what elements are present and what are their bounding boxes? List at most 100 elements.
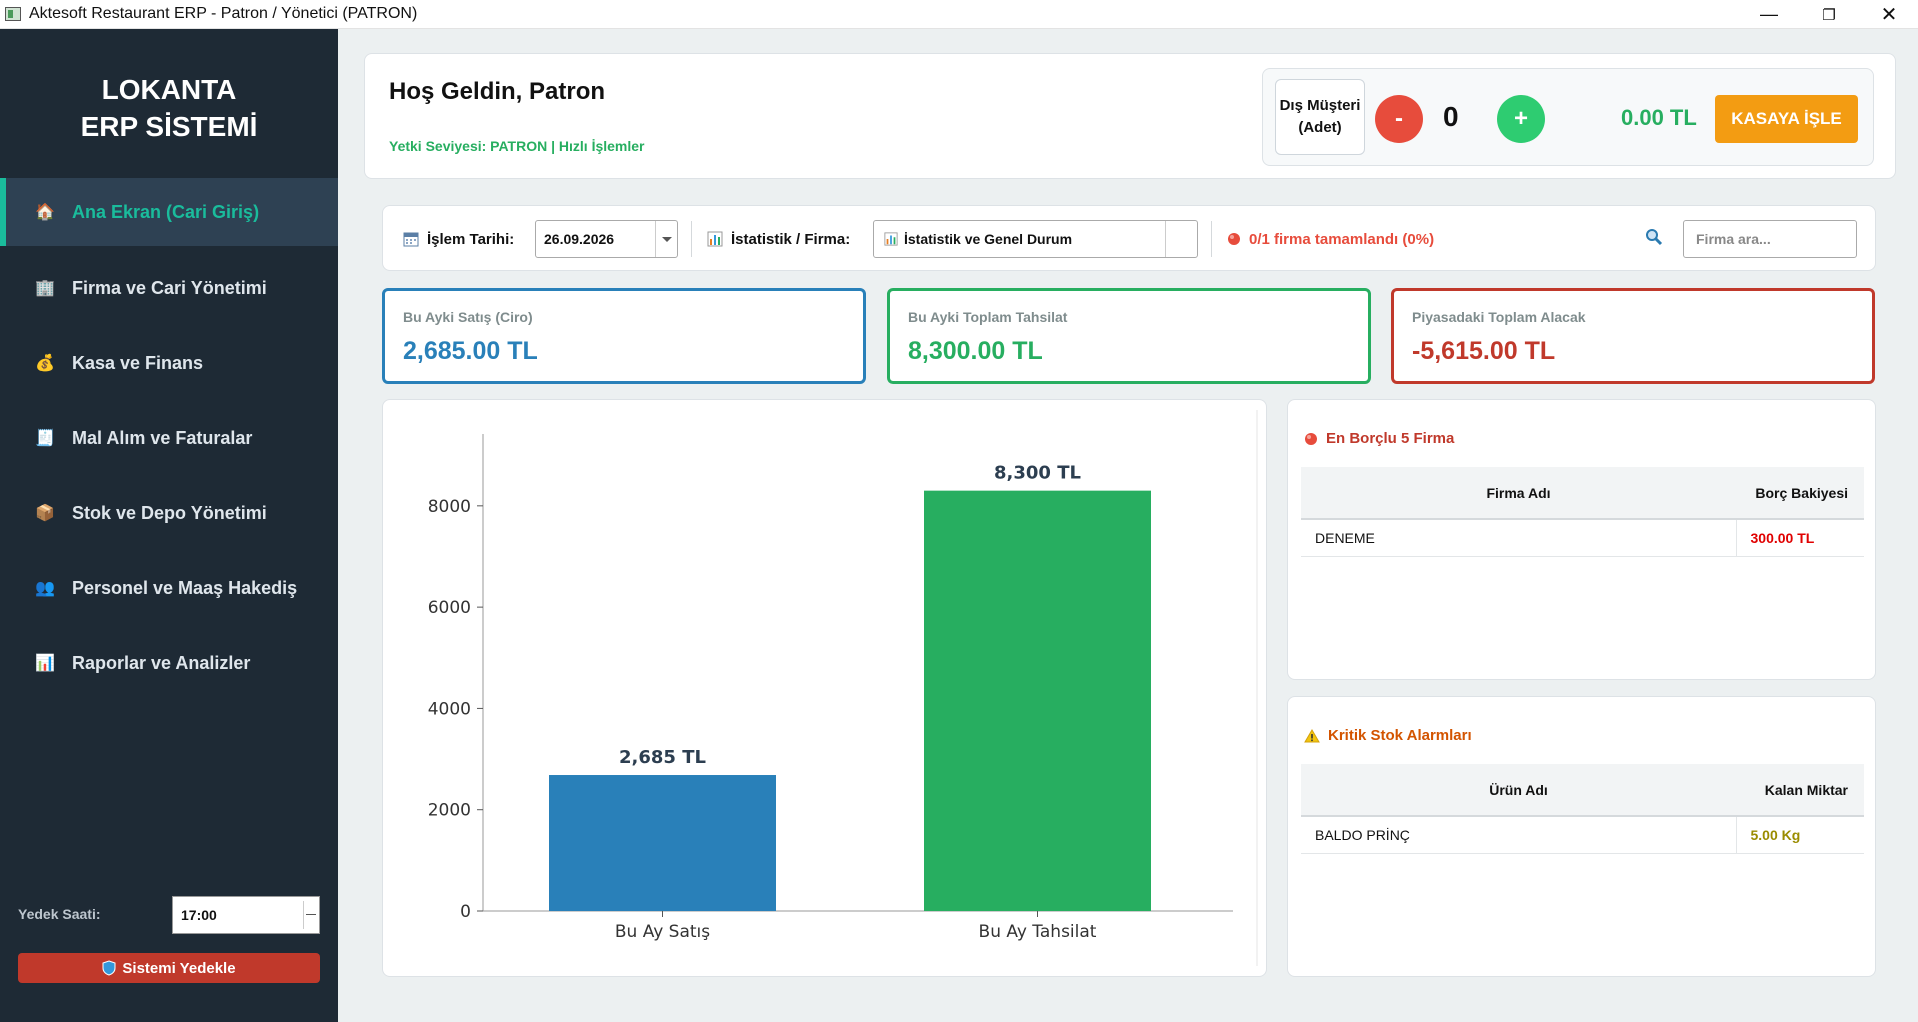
stat-firma-select[interactable]: İstatistik ve Genel Durum <box>873 220 1198 258</box>
top-debtors-title: En Borçlu 5 Firma <box>1304 430 1454 447</box>
close-icon[interactable]: ✕ <box>1880 4 1898 26</box>
bar-chart-icon <box>707 231 723 247</box>
bar-chart-icon: 📊 <box>35 655 55 672</box>
top-debtors-table: Firma Adı Borç Bakiyesi DENEME 300.00 TL <box>1301 467 1864 557</box>
sidebar-item-label: Ana Ekran (Cari Giriş) <box>72 201 260 222</box>
calendar-icon <box>403 232 419 247</box>
people-icon: 👥 <box>35 580 55 597</box>
stat-label: İstatistik / Firma: <box>731 230 851 248</box>
brand-line-1: LOKANTA <box>101 74 237 105</box>
product-name: BALDO PRİNÇ <box>1301 816 1736 854</box>
stat-label-group: İstatistik / Firma: <box>707 206 850 272</box>
sidebar-item-firma-cari[interactable]: 🏢 Firma ve Cari Yönetimi <box>0 254 338 322</box>
window-titlebar: Aktesoft Restaurant ERP - Patron / Yönet… <box>0 0 1918 29</box>
red-circle-icon <box>1305 432 1317 445</box>
sidebar-item-raporlar[interactable]: 📊 Raporlar ve Analizler <box>0 629 338 697</box>
kpi-receivables: Piyasadaki Toplam Alacak -5,615.00 TL <box>1391 288 1875 384</box>
backup-button[interactable]: Sistemi Yedekle <box>18 953 320 983</box>
debtor-balance: 300.00 TL <box>1735 519 1864 557</box>
kpi-value: 8,300.00 TL <box>908 337 1043 365</box>
critical-stock-title-text: Kritik Stok Alarmları <box>1328 727 1472 744</box>
column-header-miktar: Kalan Miktar <box>1736 764 1864 817</box>
chevron-down-icon[interactable] <box>655 221 677 257</box>
backup-time-input[interactable]: 17:00 <box>172 896 320 934</box>
firma-search-input[interactable]: Firma ara... <box>1683 220 1857 258</box>
kpi-value: -5,615.00 TL <box>1412 337 1556 365</box>
sidebar-item-label: Firma ve Cari Yönetimi <box>72 277 267 298</box>
welcome-title: Hoş Geldin, Patron <box>389 78 606 105</box>
column-header-borc: Borç Bakiyesi <box>1736 467 1864 520</box>
sidebar-item-mal-alim[interactable]: 🧾 Mal Alım ve Faturalar <box>0 404 338 472</box>
date-picker[interactable]: 26.09.2026 <box>535 220 678 258</box>
customer-label-line1: Dış Müşteri <box>1279 97 1361 114</box>
completion-status: 0/1 firma tamamlandı (0%) <box>1227 206 1434 272</box>
divider <box>691 221 692 257</box>
backup-button-label: Sistemi Yedekle <box>122 959 236 977</box>
table-row[interactable]: DENEME 300.00 TL <box>1301 519 1864 557</box>
sidebar-item-personel[interactable]: 👥 Personel ve Maaş Hakediş <box>0 554 338 622</box>
backup-time-value: 17:00 <box>181 907 217 923</box>
column-header-urun: Ürün Adı <box>1301 764 1736 817</box>
increment-button[interactable]: + <box>1497 95 1545 143</box>
sidebar-item-label: Kasa ve Finans <box>72 352 204 373</box>
table-header: Ürün Adı Kalan Miktar <box>1301 764 1864 817</box>
decrement-button[interactable]: - <box>1375 95 1423 143</box>
top-debtors-title-text: En Borçlu 5 Firma <box>1326 430 1455 447</box>
house-icon: 🏠 <box>35 204 55 221</box>
bar-1 <box>549 775 776 911</box>
red-circle-icon <box>1228 233 1240 245</box>
minimize-icon[interactable]: — <box>1760 4 1778 24</box>
sidebar-item-label: Raporlar ve Analizler <box>72 652 251 673</box>
customer-total: 0.00 TL <box>1621 105 1697 130</box>
building-icon: 🏢 <box>35 280 55 297</box>
date-value: 26.09.2026 <box>544 231 615 247</box>
table-row[interactable]: BALDO PRİNÇ 5.00 Kg <box>1301 816 1864 854</box>
restore-icon[interactable]: ❐ <box>1822 6 1836 24</box>
kpi-monthly-sales: Bu Ayki Satış (Ciro) 2,685.00 TL <box>382 288 866 384</box>
critical-stock-panel: Kritik Stok Alarmları Ürün Adı Kalan Mik… <box>1287 696 1876 977</box>
top-debtors-panel: En Borçlu 5 Firma Firma Adı Borç Bakiyes… <box>1287 399 1876 680</box>
customer-label-line2: (Adet) <box>1298 119 1342 136</box>
permission-text: Yetki Seviyesi: PATRON | Hızlı İşlemler <box>389 138 645 154</box>
package-icon: 📦 <box>35 505 55 522</box>
money-bag-icon: 💰 <box>35 355 55 372</box>
date-label: İşlem Tarihi: <box>427 230 515 248</box>
completion-text: 0/1 firma tamamlandı (0%) <box>1249 230 1435 248</box>
time-spinner[interactable] <box>303 901 317 929</box>
debtor-name: DENEME <box>1301 519 1736 557</box>
sidebar-item-label: Mal Alım ve Faturalar <box>72 427 253 448</box>
kpi-label: Piyasadaki Toplam Alacak <box>1412 309 1586 325</box>
y-tick-label: 2000 <box>428 801 471 821</box>
customer-count: 0 <box>1443 101 1459 132</box>
kasaya-isle-button[interactable]: KASAYA İŞLE <box>1715 95 1858 143</box>
filter-bar: İşlem Tarihi: 26.09.2026 İstatistik / Fi… <box>382 205 1876 271</box>
y-tick-label: 4000 <box>428 699 471 719</box>
sidebar-item-stok-depo[interactable]: 📦 Stok ve Depo Yönetimi <box>0 479 338 547</box>
kpi-value: 2,685.00 TL <box>403 337 538 365</box>
bar-2 <box>924 490 1151 911</box>
sales-vs-collection-chart-card: 0 2000 4000 6000 8000 2,685 TL Bu Ay Satış 8,30… <box>382 399 1267 977</box>
window-title: Aktesoft Restaurant ERP - Patron / Yönet… <box>29 5 418 22</box>
column-header-firma: Firma Adı <box>1301 467 1736 520</box>
sidebar: LOKANTA ERP SİSTEMİ 🏠 Ana Ekran (Cari Gi… <box>0 29 338 1022</box>
table-header: Firma Adı Borç Bakiyesi <box>1301 467 1864 520</box>
walk-in-customer-label: Dış Müşteri (Adet) <box>1275 79 1365 155</box>
search-icon[interactable] <box>1645 228 1663 246</box>
warning-icon <box>1304 728 1320 742</box>
y-tick-label: 6000 <box>428 598 471 618</box>
x-tick-label: Bu Ay Tahsilat <box>979 922 1097 942</box>
bar-data-label: 8,300 TL <box>994 463 1081 484</box>
y-tick-label: 8000 <box>428 497 471 517</box>
backup-time-label: Yedek Saati: <box>18 906 101 922</box>
sidebar-item-label: Personel ve Maaş Hakediş <box>72 577 298 598</box>
welcome-header: Hoş Geldin, Patron Yetki Seviyesi: PATRO… <box>364 53 1896 179</box>
sidebar-item-label: Stok ve Depo Yönetimi <box>72 502 267 523</box>
sidebar-item-ana-ekran[interactable]: 🏠 Ana Ekran (Cari Giriş) <box>0 178 338 246</box>
walk-in-customer-panel: Dış Müşteri (Adet) - 0 + 0.00 TL KASAYA İ… <box>1262 68 1874 166</box>
divider <box>1211 221 1212 257</box>
shield-icon <box>102 960 116 976</box>
sidebar-item-kasa-finans[interactable]: 💰 Kasa ve Finans <box>0 329 338 397</box>
app-icon <box>5 7 21 21</box>
kpi-label: Bu Ayki Toplam Tahsilat <box>908 309 1068 325</box>
dropdown-arrow[interactable] <box>1165 221 1197 257</box>
